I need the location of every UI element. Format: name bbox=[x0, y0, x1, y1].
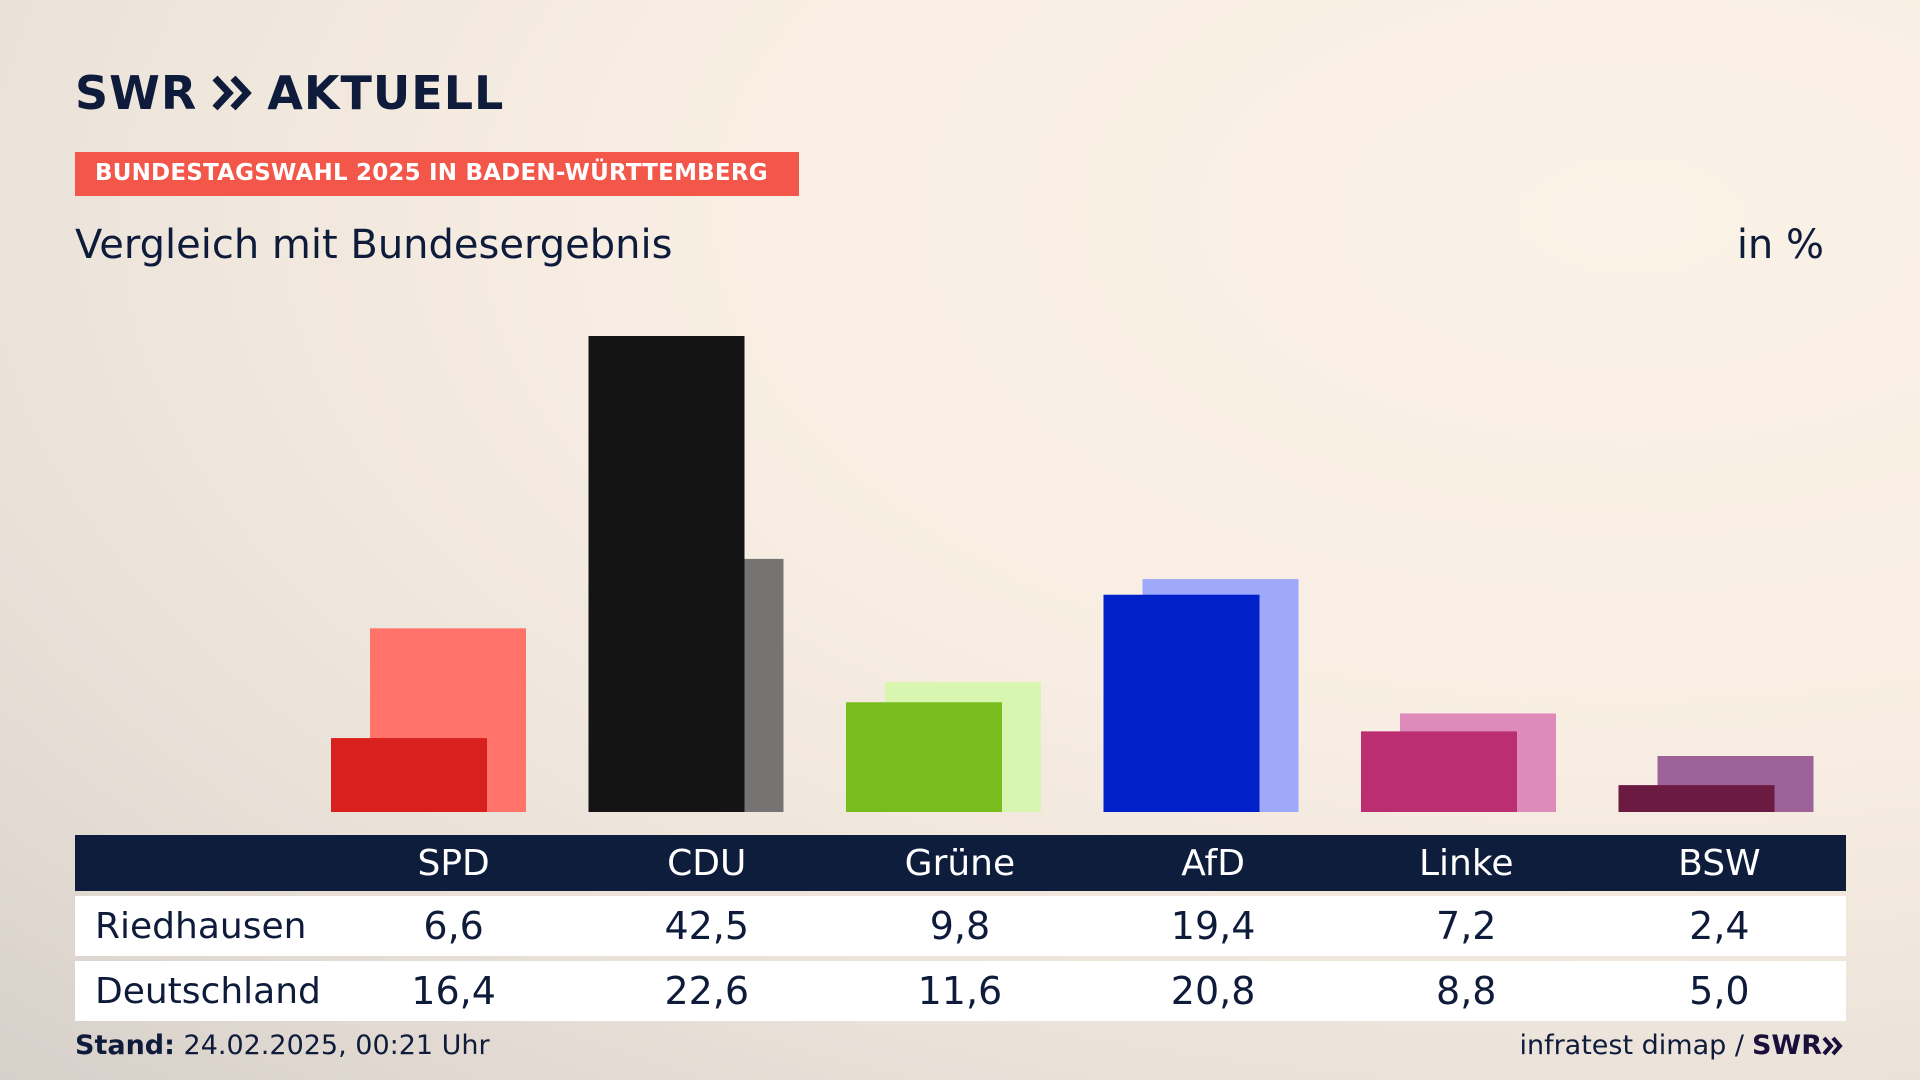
value-riedhausen-cdu: 42,5 bbox=[664, 904, 750, 948]
table-row-riedhausen: Riedhausen 6,6 42,5 9,8 19,4 7,2 2,4 bbox=[75, 896, 1846, 956]
bar-riedhausen-grüne bbox=[846, 702, 1002, 812]
table-row-deutschland: Deutschland 16,4 22,6 11,6 20,8 8,8 5,0 bbox=[75, 961, 1846, 1021]
source-credit: infratest dimap / SWR bbox=[1519, 1030, 1844, 1061]
swr-small-logo: SWR bbox=[1752, 1030, 1844, 1061]
stand-value: 24.02.2025, 00:21 Uhr bbox=[183, 1030, 490, 1061]
value-deutschland-linke: 8,8 bbox=[1436, 969, 1497, 1013]
election-tag: BUNDESTAGSWAHL 2025 IN BADEN-WÜRTTEMBERG bbox=[75, 152, 799, 196]
bar-riedhausen-spd bbox=[331, 738, 487, 812]
value-deutschland-spd: 16,4 bbox=[411, 969, 496, 1013]
logo-aktuell-text: AKTUELL bbox=[267, 66, 505, 120]
value-riedhausen-gruene: 9,8 bbox=[929, 904, 991, 948]
bar-riedhausen-linke bbox=[1361, 731, 1517, 812]
header-spd: SPD bbox=[417, 842, 490, 884]
double-chevron-icon bbox=[212, 75, 253, 111]
value-riedhausen-afd: 19,4 bbox=[1170, 904, 1256, 948]
unit-label: in % bbox=[1736, 222, 1824, 268]
small-double-chevron-icon bbox=[1822, 1036, 1843, 1056]
value-deutschland-bsw: 5,0 bbox=[1689, 969, 1750, 1013]
value-riedhausen-bsw: 2,4 bbox=[1689, 904, 1750, 948]
header-afd: AfD bbox=[1181, 842, 1245, 884]
bar-riedhausen-cdu bbox=[588, 336, 745, 812]
timestamp: Stand: 24.02.2025, 00:21 Uhr bbox=[75, 1030, 490, 1061]
logo-swr-text: SWR bbox=[75, 66, 198, 120]
chart-subtitle: Vergleich mit Bundesergebnis bbox=[75, 222, 673, 268]
swr-aktuell-logo: SWR AKTUELL bbox=[75, 66, 504, 120]
swr-small-logo-text: SWR bbox=[1751, 1030, 1822, 1061]
value-riedhausen-linke: 7,2 bbox=[1436, 904, 1497, 948]
results-table: SPD CDU Grüne AfD Linke BSW Riedhausen 6… bbox=[75, 835, 1846, 1021]
header-bsw: BSW bbox=[1678, 842, 1761, 884]
bar-riedhausen-bsw bbox=[1618, 785, 1775, 812]
stand-label: Stand: bbox=[75, 1030, 175, 1061]
header-linke: Linke bbox=[1418, 842, 1514, 884]
row-label-riedhausen: Riedhausen bbox=[95, 905, 307, 947]
header-cdu: CDU bbox=[667, 842, 747, 884]
value-deutschland-cdu: 22,6 bbox=[664, 969, 750, 1013]
row-label-deutschland: Deutschland bbox=[95, 970, 321, 1012]
table-header: SPD CDU Grüne AfD Linke BSW bbox=[75, 835, 1846, 891]
value-deutschland-afd: 20,8 bbox=[1170, 969, 1256, 1013]
bar-riedhausen-afd bbox=[1103, 594, 1260, 812]
source-text: infratest dimap / bbox=[1519, 1030, 1744, 1061]
header-gruene: Grüne bbox=[904, 842, 1016, 884]
value-riedhausen-spd: 6,6 bbox=[423, 904, 484, 948]
value-deutschland-gruene: 11,6 bbox=[917, 969, 1003, 1013]
